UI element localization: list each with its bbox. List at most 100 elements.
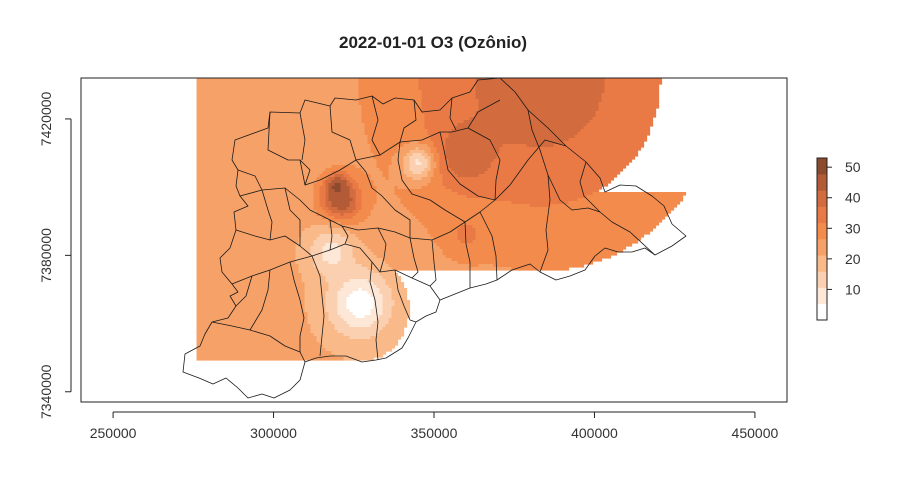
heat-cell [373,306,384,310]
heat-cell [409,159,417,163]
heat-cell [412,171,423,175]
heat-cell [370,177,387,181]
heat-cell [397,150,411,154]
heat-cell [463,120,591,124]
heat-cell [475,87,606,91]
heat-cell [391,297,408,301]
heat-cell [319,192,327,196]
heat-cell [409,150,426,154]
heat-cell [313,183,324,187]
heat-cell [325,198,330,202]
heat-cell [493,264,585,268]
heat-cell [478,264,495,268]
heat-cell [439,171,456,175]
heat-cell [295,252,312,256]
heat-cell [382,303,396,307]
heat-cell [364,219,420,223]
heat-cell [196,216,324,220]
heat-cell [322,252,342,256]
heat-cell [577,198,684,202]
heat-cell [580,129,651,133]
heat-cell [445,153,498,157]
heat-cell [430,150,438,154]
heat-cell [328,261,339,265]
heat-cell [307,321,333,325]
heat-cell [313,207,324,211]
heat-cell [403,168,411,172]
heat-cell [478,102,600,106]
heat-cell [304,291,327,295]
heat-cell [196,153,375,157]
heat-cell [319,201,327,205]
heat-cell [358,210,372,214]
heat-cell [382,312,393,316]
heat-cell [196,87,360,91]
heat-cell [376,195,399,199]
heat-cell [310,249,324,253]
heat-cell [430,135,450,139]
heat-cell [331,180,348,184]
heat-cell [424,225,462,229]
heat-cell [361,198,378,202]
heat-cell [358,84,420,88]
heat-cell [328,285,345,289]
heat-cell [196,249,297,253]
heat-cell [295,258,315,262]
heat-cell [298,237,318,241]
heat-cell [355,189,363,193]
heat-cell [451,189,600,193]
heat-cell [376,162,393,166]
heat-cell [406,174,429,178]
heat-cell [334,216,354,220]
heat-cell [460,240,474,244]
legend-swatch [817,255,827,272]
heat-cell [196,162,378,166]
heat-cell [298,267,318,271]
boundary-interior-1 [267,99,501,186]
heat-cell [391,315,411,319]
heat-cell [355,195,363,199]
heat-cell [604,84,660,88]
heat-cell [379,273,399,277]
heat-cell [196,288,306,292]
heat-cell [436,165,441,169]
heat-cell [418,78,477,82]
heat-cell [433,159,441,163]
heat-cell [361,108,423,112]
heat-cell [196,267,300,271]
heat-cell [346,171,366,175]
heat-cell [445,156,498,160]
heat-cell [304,306,327,310]
heat-cell [322,258,342,262]
heat-cell [403,204,531,208]
legend-swatch [817,271,827,288]
heat-cell [325,168,363,172]
heat-cell [307,318,330,322]
heat-cell [439,153,447,157]
heat-cell [196,141,369,145]
heat-cell [595,114,657,118]
heat-cell [427,162,432,166]
heat-cell [418,159,429,163]
heat-cell [196,201,315,205]
heat-cell [358,93,423,97]
heat-cell [445,255,612,259]
heat-cell [196,183,315,187]
heat-cell [511,201,570,205]
heat-cell [352,249,372,253]
heat-cell [196,333,315,337]
heat-cell [196,258,297,262]
heat-cell [328,192,351,196]
heat-cell [313,186,321,190]
heat-cell [352,216,369,220]
heat-cell [337,312,354,316]
heat-cell [352,312,372,316]
heat-cell [328,174,336,178]
heat-cell [358,87,420,91]
heat-cell [460,225,474,229]
heat-cell [328,198,354,202]
heat-cell [427,129,453,133]
heat-cell [373,183,429,187]
heat-cell [196,114,363,118]
heat-cell [442,249,624,253]
